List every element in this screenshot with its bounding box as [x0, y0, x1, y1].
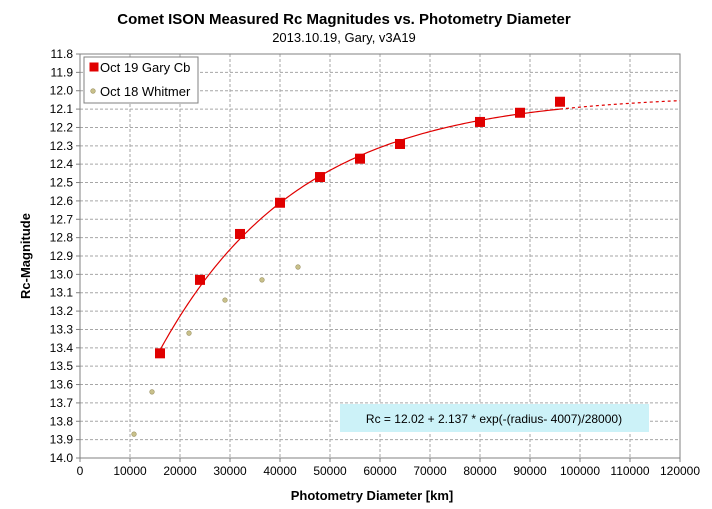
x-tick-label: 90000: [513, 464, 547, 478]
y-tick-label: 12.5: [50, 176, 74, 190]
x-tick-label: 70000: [413, 464, 447, 478]
y-tick-label: 12.1: [50, 102, 74, 116]
x-tick-label: 60000: [363, 464, 397, 478]
y-tick-label: 13.3: [50, 322, 74, 336]
x-tick-label: 40000: [263, 464, 297, 478]
data-point-whitmer: [186, 330, 192, 336]
data-point-gary: [195, 274, 205, 285]
data-point-whitmer: [259, 277, 265, 283]
y-tick-label: 13.7: [50, 396, 74, 410]
y-tick-label: 11.9: [51, 65, 74, 79]
x-tick-label: 30000: [213, 464, 247, 478]
data-point-gary: [395, 138, 405, 149]
equation-box-background: [340, 404, 649, 432]
y-tick-label: 12.8: [50, 231, 74, 245]
y-tick-label: 12.4: [50, 157, 74, 171]
data-points: [131, 96, 565, 437]
y-tick-label: 13.1: [50, 286, 74, 300]
chart-subtitle: 2013.10.19, Gary, v3A19: [272, 30, 416, 45]
y-tick-label: 12.9: [50, 249, 74, 263]
y-axis-ticks: 11.8 11.9 12.0 12.1 12.2 12.3 12.4 12.5 12.6 12.7…: [50, 47, 80, 465]
data-point-gary: [235, 228, 245, 239]
y-tick-label: 13.6: [50, 378, 74, 392]
legend-box: [83, 56, 199, 104]
legend: Oct 19 Gary Cb Oct 18 Whitmer: [83, 56, 199, 104]
y-axis-label: Rc-Magnitude: [18, 213, 33, 299]
y-tick-label: 13.5: [50, 359, 74, 373]
x-tick-label: 50000: [313, 464, 347, 478]
data-point-whitmer: [222, 297, 228, 303]
y-tick-label: 11.8: [51, 47, 74, 61]
x-tick-label: 80000: [463, 464, 497, 478]
data-point-gary: [155, 348, 165, 359]
data-point-gary: [315, 172, 325, 183]
x-tick-label: 110000: [610, 464, 649, 478]
legend-label-series-1: Oct 19 Gary Cb: [100, 60, 190, 75]
x-axis-ticks: 0 10000 20000 30000 40000 50000 60000 70000 8000…: [77, 458, 700, 478]
equation-label: Rc = 12.02 + 2.137 * exp(-(radius- 4007)…: [366, 412, 622, 426]
data-point-gary: [355, 153, 365, 164]
y-tick-label: 13.9: [50, 433, 74, 447]
x-tick-label: 10000: [113, 464, 147, 478]
equation-box: Rc = 12.02 + 2.137 * exp(-(radius- 4007)…: [340, 404, 649, 432]
data-point-gary: [275, 197, 285, 208]
y-tick-label: 13.4: [50, 341, 74, 355]
data-point-gary: [475, 116, 485, 127]
legend-marker-circle: [90, 88, 96, 94]
legend-marker-square: [89, 62, 99, 72]
x-tick-label: 0: [77, 464, 84, 478]
y-tick-label: 12.0: [50, 84, 74, 98]
fit-curve-extrapolated: [559, 100, 681, 110]
data-point-gary: [555, 96, 565, 107]
chart-title: Comet ISON Measured Rc Magnitudes vs. Ph…: [117, 11, 571, 28]
y-tick-label: 12.2: [50, 120, 74, 134]
x-tick-label: 100000: [560, 464, 600, 478]
x-axis-label: Photometry Diameter [km]: [291, 488, 454, 503]
data-point-whitmer: [149, 389, 155, 395]
data-point-whitmer: [131, 431, 137, 437]
legend-label-series-2: Oct 18 Whitmer: [100, 84, 191, 99]
y-tick-label: 12.6: [50, 194, 74, 208]
y-tick-label: 12.3: [50, 139, 74, 153]
y-tick-label: 12.7: [50, 212, 74, 226]
x-tick-label: 20000: [163, 464, 197, 478]
y-tick-label: 14.0: [50, 451, 74, 465]
y-tick-label: 13.8: [50, 414, 74, 428]
y-tick-label: 13.2: [50, 304, 74, 318]
y-tick-label: 13.0: [50, 267, 74, 281]
x-tick-label: 120000: [660, 464, 700, 478]
data-point-gary: [515, 107, 525, 118]
data-point-whitmer: [295, 264, 301, 270]
